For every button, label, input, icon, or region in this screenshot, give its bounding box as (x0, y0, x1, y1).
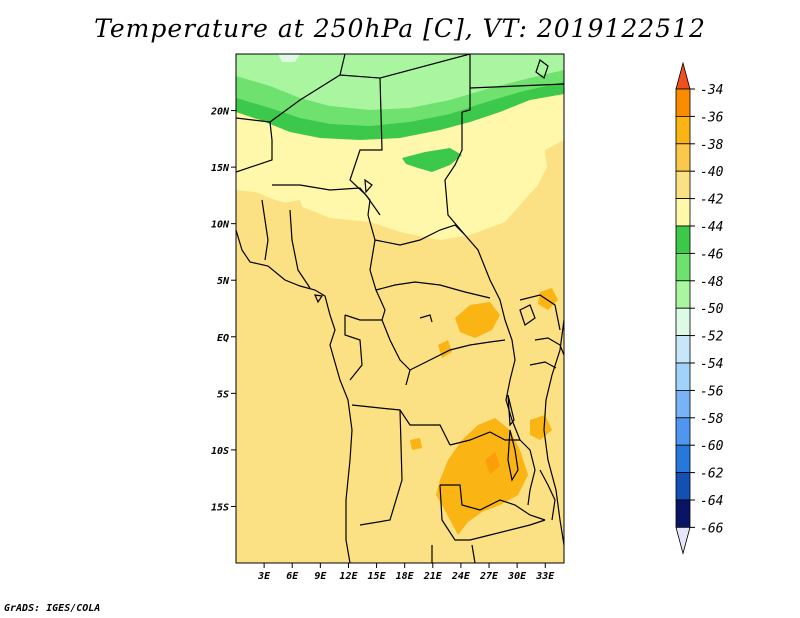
colorbar-label: -66 (700, 521, 724, 536)
lon-tick-label: 12E (339, 571, 358, 582)
colorbar-label: -46 (700, 247, 724, 262)
colorbar-label: -44 (700, 220, 723, 235)
colorbar-swatch (675, 88, 691, 117)
colorbar-label: -64 (700, 494, 723, 509)
colorbar-swatch (675, 389, 691, 419)
lon-tick-label: 18E (396, 571, 415, 582)
colorbar-label: -50 (700, 302, 724, 317)
colorbar-swatch (675, 417, 691, 446)
lat-tick-label: 10S (211, 446, 229, 457)
lon-tick-label: 3E (257, 571, 271, 582)
colorbar-swatch (675, 307, 691, 337)
map-title: Temperature at 250hPa [C], VT: 201912251… (94, 14, 706, 43)
colorbar-label: -38 (700, 138, 724, 153)
colorbar-label: -34 (700, 83, 723, 98)
colorbar-label: -40 (700, 165, 724, 180)
colorbar-swatch (675, 335, 691, 364)
colorbar-swatch (675, 444, 691, 474)
colorbar-swatch (675, 170, 691, 199)
colorbar-label: -58 (700, 412, 724, 427)
colorbar-swatch (675, 143, 691, 172)
lat-tick-label: 20N (210, 107, 230, 118)
lat-tick-label: 10N (211, 220, 230, 231)
lon-tick-label: 24E (451, 571, 471, 582)
colorbar: -34 -36 -38 -40 -42 -44 -46 -48 -50 -52 -54 -56 -58 -… (675, 61, 724, 555)
colorbar-swatch (675, 280, 691, 309)
lon-tick-label: 6E (286, 571, 299, 582)
lon-tick-label: 9E (314, 571, 327, 582)
country-boundaries (236, 54, 564, 563)
colorbar-label: -36 (700, 110, 724, 125)
lat-tick-label: 5N (217, 276, 230, 287)
lon-tick-label: 27E (479, 571, 499, 582)
map-frame (235, 53, 565, 564)
colorbar-label: -52 (700, 330, 724, 345)
colorbar-swatch (675, 362, 691, 391)
colorbar-label: -48 (700, 275, 724, 290)
colorbar-label: -56 (700, 384, 724, 399)
colorbar-swatch (675, 472, 691, 501)
colorbar-swatch (675, 499, 691, 528)
lon-tick-label: 15E (368, 571, 387, 582)
longitude-axis: 3E 6E 9E 12E 15E 18E 21E 24E 27E 30E 33E (257, 563, 555, 582)
colorbar-swatch (675, 116, 691, 145)
lat-tick-label: 15N (211, 163, 230, 174)
latitude-axis: 20N 15N 10N 5N EQ 5S 10S 15S (210, 107, 236, 513)
colorbar-cap-bottom (675, 527, 691, 555)
colorbar-label: -62 (700, 467, 724, 482)
lat-tick-label: 15S (211, 502, 229, 513)
colorbar-swatch (675, 252, 691, 282)
colorbar-cap-top (675, 61, 691, 90)
lon-tick-label: 30E (507, 571, 527, 582)
colorbar-swatch (675, 198, 691, 227)
colorbar-label: -42 (700, 193, 724, 208)
colorbar-swatch (675, 225, 691, 254)
grads-credit: GrADS: IGES/COLA (4, 603, 101, 614)
lat-tick-label: 5S (217, 389, 229, 400)
lon-tick-label: 21E (423, 571, 443, 582)
colorbar-label: -60 (700, 439, 724, 454)
lon-tick-label: 33E (535, 571, 555, 582)
colorbar-label: -54 (700, 357, 723, 372)
lat-tick-label: EQ (217, 333, 229, 344)
temperature-field (236, 54, 564, 563)
